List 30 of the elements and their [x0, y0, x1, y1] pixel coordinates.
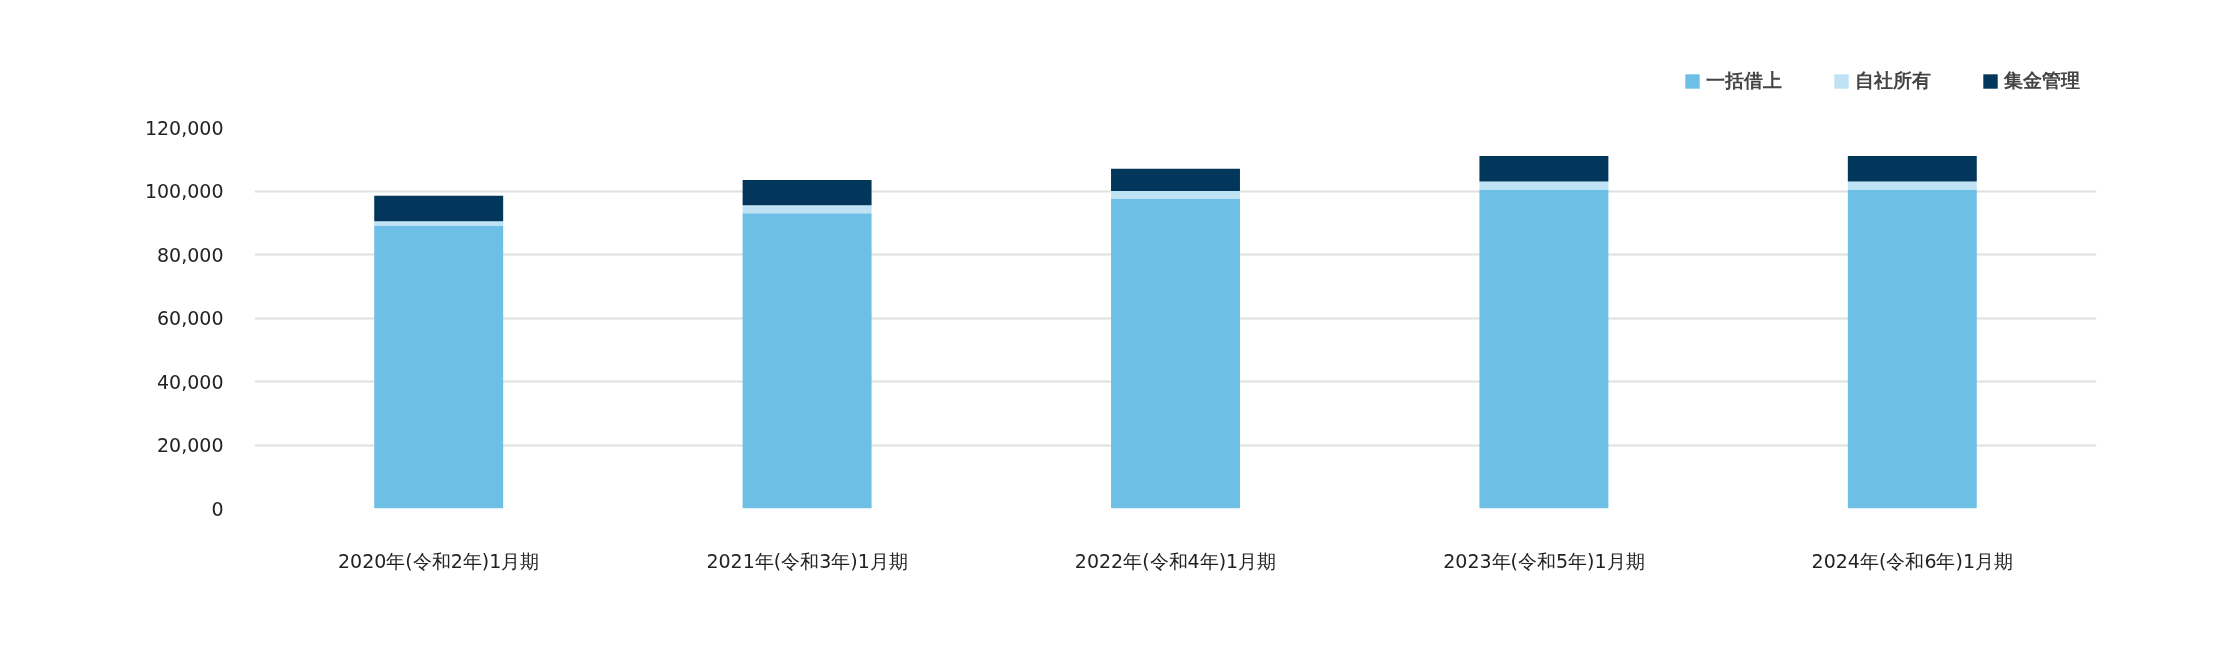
bar — [742, 205, 872, 214]
bar — [742, 179, 872, 206]
y-tick-label: 0 — [211, 497, 224, 520]
x-tick-label: 2024年(令和6年)1月期 — [1811, 549, 2013, 572]
bar — [1479, 181, 1609, 190]
bar — [1111, 191, 1240, 199]
legend-label: 集金管理 — [2004, 68, 2080, 93]
bar — [742, 213, 872, 509]
bar — [1847, 189, 1977, 509]
bar — [1111, 168, 1240, 191]
bar — [374, 225, 504, 509]
legend-label: 自社所有 — [1855, 68, 1931, 93]
legend-label: 一括借上 — [1706, 68, 1782, 93]
x-tick-label: 2022年(令和4年)1月期 — [1074, 549, 1277, 572]
x-tick-label: 2023年(令和5年)1月期 — [1443, 549, 1645, 572]
bar — [1479, 189, 1609, 509]
y-tick-label: 20,000 — [157, 434, 224, 456]
bar — [1111, 198, 1240, 509]
y-tick-label: 120,000 — [144, 116, 224, 139]
y-tick-label: 40,000 — [157, 370, 224, 393]
bar — [1479, 156, 1609, 182]
x-tick-label: 2021年(令和3年)1月期 — [706, 549, 908, 572]
y-tick-label: 80,000 — [157, 243, 224, 266]
y-tick-label: 100,000 — [144, 180, 224, 202]
x-tick-label: 2020年(令和2年)1月期 — [338, 549, 540, 572]
bar — [1847, 156, 1977, 182]
y-tick-label: 60,000 — [157, 307, 224, 329]
bar — [1847, 181, 1977, 190]
bar — [374, 195, 504, 222]
bar — [374, 221, 504, 226]
